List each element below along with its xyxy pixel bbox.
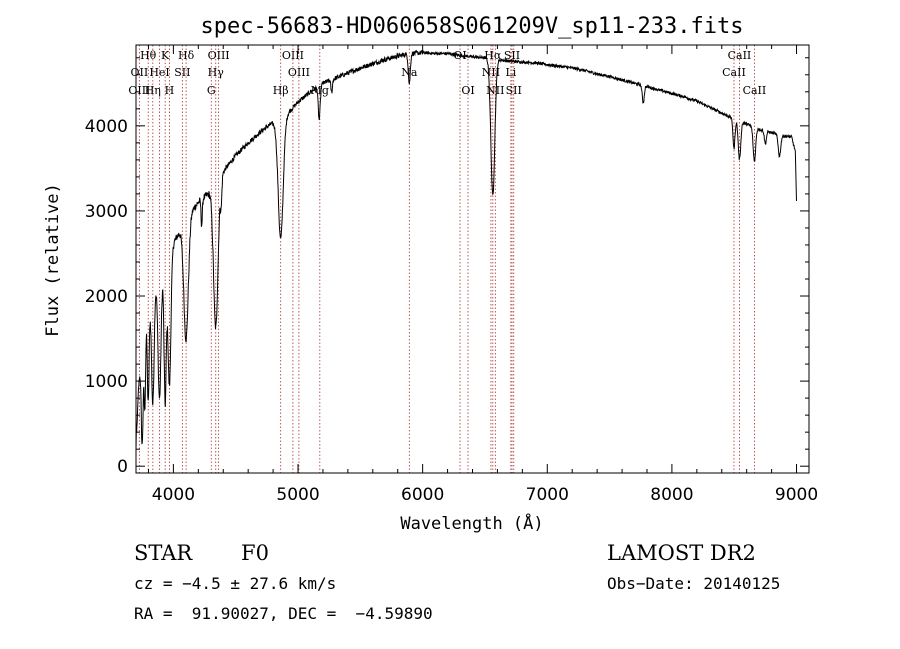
x-tick-label: 7000 bbox=[526, 485, 569, 505]
x-axis-label: Wavelength (Å) bbox=[400, 512, 543, 534]
line-marker-label: CaII bbox=[743, 84, 767, 97]
line-marker-label: H bbox=[165, 84, 175, 97]
object-type: STAR bbox=[134, 541, 193, 565]
redshift-cz: cz = −4.5 ± 27.6 km/s bbox=[134, 574, 336, 593]
x-tick-label: 4000 bbox=[152, 485, 195, 505]
line-marker-label: Na bbox=[401, 66, 418, 79]
y-axis-label: Flux (relative) bbox=[43, 183, 63, 337]
line-marker-label: Hα bbox=[484, 49, 502, 62]
spectrum-line bbox=[135, 49, 797, 450]
line-marker-label: Li bbox=[505, 66, 516, 79]
line-marker-label: SII bbox=[174, 66, 190, 79]
line-marker-label: NII bbox=[486, 84, 504, 97]
observation-date: Obs−Date: 20140125 bbox=[607, 574, 780, 593]
subclass: F0 bbox=[241, 541, 269, 565]
line-marker-label: OIII bbox=[282, 49, 304, 62]
line-marker-label: OIII bbox=[128, 84, 150, 97]
line-marker-label: OIII bbox=[288, 66, 310, 79]
line-marker-label: CaII bbox=[728, 49, 752, 62]
x-tick-label: 8000 bbox=[650, 485, 693, 505]
line-marker-label: CaII bbox=[722, 66, 746, 79]
chart-title: spec-56683-HD060658S061209V_sp11-233.fit… bbox=[200, 14, 743, 39]
y-tick-label: 2000 bbox=[85, 287, 128, 307]
line-marker-label: Hβ bbox=[273, 84, 289, 97]
line-marker-label: SII bbox=[504, 49, 520, 62]
survey-name: LAMOST DR2 bbox=[607, 541, 756, 565]
line-marker-label: G bbox=[207, 84, 216, 97]
x-tick-label: 9000 bbox=[775, 485, 818, 505]
coordinates: RA = 91.90027, DEC = −4.59890 bbox=[134, 604, 433, 623]
line-marker-label: NII bbox=[482, 66, 500, 79]
line-marker-label: SII bbox=[506, 84, 522, 97]
line-marker-label: Hθ bbox=[140, 49, 157, 62]
line-marker-label: OIII bbox=[208, 49, 230, 62]
line-marker-label: Hη bbox=[145, 84, 161, 97]
plot-frame bbox=[135, 44, 810, 474]
y-tick-label: 4000 bbox=[85, 117, 128, 137]
emission-line-markers bbox=[138, 45, 755, 473]
y-tick-label: 0 bbox=[117, 457, 128, 477]
line-marker-label: OI bbox=[461, 84, 474, 97]
line-marker-label: Hγ bbox=[208, 66, 225, 79]
x-axis-ticks: 4000 5000 6000 7000 8000 9000 bbox=[147, 45, 818, 505]
x-tick-label: 6000 bbox=[401, 485, 444, 505]
line-marker-label: OII bbox=[131, 66, 149, 79]
y-tick-label: 1000 bbox=[85, 372, 128, 392]
line-marker-label: K bbox=[161, 49, 170, 62]
y-axis-ticks: 0 1000 2000 3000 4000 bbox=[85, 57, 809, 477]
y-tick-label: 3000 bbox=[85, 202, 128, 222]
line-marker-label: HeI bbox=[149, 66, 169, 79]
line-marker-label: Hδ bbox=[178, 49, 195, 62]
x-tick-label: 5000 bbox=[276, 485, 319, 505]
